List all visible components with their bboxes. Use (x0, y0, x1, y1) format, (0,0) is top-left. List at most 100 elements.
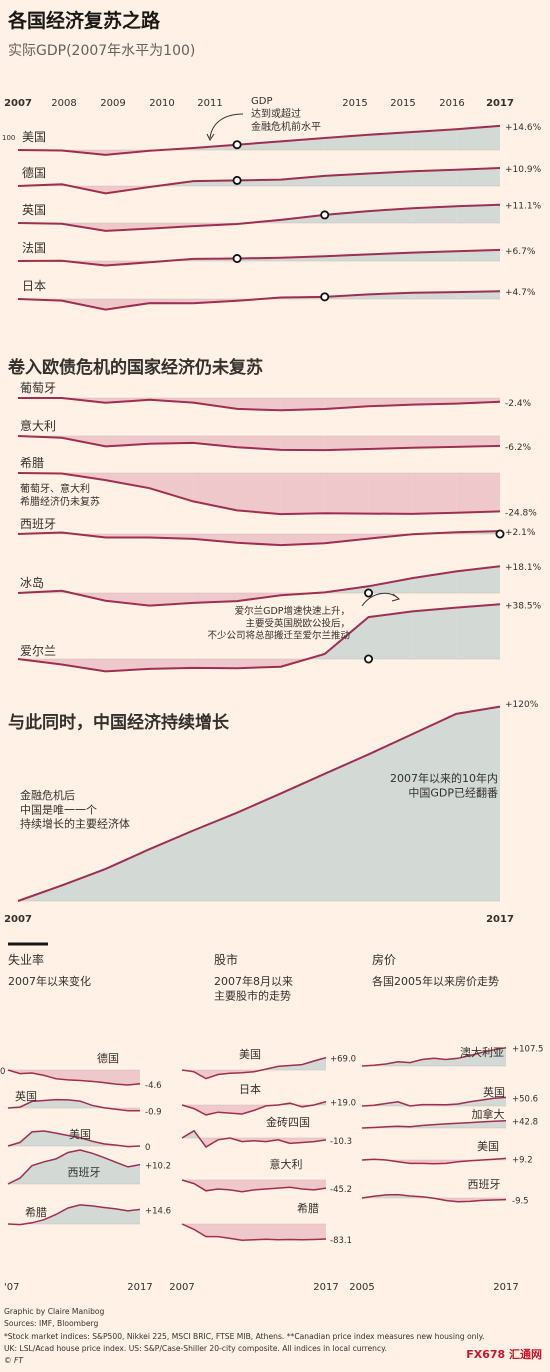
mini-end-label: +10.2 (145, 1162, 171, 1172)
x-tick-label: 2011 (197, 98, 222, 109)
end-label: +4.7% (505, 288, 536, 298)
mini-row-fill (128, 1209, 140, 1224)
x-tick-label: 2009 (100, 98, 125, 109)
mini-row-fill (128, 1070, 140, 1085)
mini-end-label: +9.2 (512, 1155, 533, 1165)
series-label: 西班牙 (20, 517, 56, 531)
mini-series-label: 德国 (97, 1051, 119, 1065)
euro-row-fill (280, 473, 325, 515)
recovery-marker (320, 210, 330, 220)
end-label: +6.7% (505, 247, 536, 257)
gdp-row-fill (237, 141, 281, 150)
series-label: 爱尔兰 (20, 643, 56, 658)
mini-row-fill (446, 1058, 458, 1066)
end-label: +38.5% (505, 601, 542, 611)
mini-row-fill (194, 1105, 206, 1115)
gdp-row-fill (412, 169, 457, 186)
mini-end-label: -45.2 (330, 1185, 352, 1195)
euro-row-fill (412, 473, 457, 514)
series-line (361, 1193, 507, 1203)
gdp-row-fill (324, 173, 369, 186)
sources-text: Sources: IMF, Bloomberg (4, 1319, 99, 1328)
mini-series-label: 金砖四国 (266, 1115, 310, 1129)
mini-row-fill (218, 1105, 230, 1114)
mini-row-fill (494, 1097, 506, 1106)
end-label: +10.9% (505, 165, 542, 175)
recovery-marker (232, 254, 242, 264)
mini-row-fill (290, 1224, 302, 1240)
euro-row-fill (193, 436, 238, 448)
mini-row-fill (92, 1205, 104, 1224)
euro-row-fill (61, 659, 106, 672)
series-line (7, 1204, 141, 1226)
euro-row-fill (324, 473, 369, 514)
series-line (361, 1119, 507, 1129)
gdp-row-fill (368, 208, 413, 223)
mini-row-fill (68, 1070, 80, 1081)
x-tick-label: 2008 (51, 98, 76, 109)
mini-row-fill (266, 1180, 278, 1189)
euro-row-fill (412, 436, 457, 448)
x-tick-label: 2015 (342, 98, 367, 109)
mini-row-fill (116, 1208, 128, 1224)
series-line (181, 1056, 327, 1080)
china-note-left: 金融危机后中国是唯一一个持续增长的主要经济体 (20, 788, 130, 831)
mini-row-fill (194, 1224, 206, 1237)
euro-row-fill (456, 566, 500, 593)
mini-row-fill (44, 1070, 56, 1079)
end-label: -6.2% (505, 443, 532, 453)
mini-row-fill (80, 1204, 92, 1224)
x-tick-label: 2007 (4, 914, 32, 925)
mini-row-fill (482, 1121, 494, 1128)
mini-row-fill (206, 1180, 218, 1191)
euro-row-fill (105, 473, 150, 489)
mini-row-fill (482, 1049, 494, 1066)
mini-row-fill (218, 1224, 230, 1239)
gdp-row-fill (456, 249, 500, 261)
x-tick-label: 2017 (313, 1282, 338, 1293)
series-line (7, 1130, 141, 1148)
mini-end-label: -83.1 (330, 1236, 352, 1246)
mini-row-fill (470, 1052, 482, 1066)
series-label: 日本 (22, 279, 46, 293)
mini-row-fill (302, 1224, 314, 1240)
gdp-row-fill (324, 134, 369, 150)
series-line (17, 530, 501, 547)
euro-row-fill (324, 534, 369, 544)
end-label: +11.1% (505, 202, 542, 212)
ireland-annotation: 爱尔兰GDP增速快速上升，主要受英国脱欧公投后，不少公司将总部搬迁至爱尔兰推动 (207, 605, 350, 642)
series-line (7, 1149, 141, 1185)
panel-subtitle: 2007年以来变化 (8, 974, 91, 988)
mini-row-fill (218, 1180, 230, 1190)
mini-row-fill (434, 1058, 446, 1066)
series-line (181, 1129, 327, 1148)
baseline-label: 100 (2, 134, 15, 142)
series-line (18, 397, 501, 412)
gdp-row-fill (412, 251, 457, 261)
mini-end-label: +107.5 (512, 1045, 543, 1055)
mini-row-fill (128, 1164, 140, 1184)
euro-row-fill (193, 593, 238, 603)
x-tick-label: 2017 (127, 1282, 152, 1293)
gdp-row-fill (456, 168, 500, 186)
mini-end-label: -0.9 (145, 1108, 162, 1118)
euro-row-fill (237, 436, 281, 450)
euro-row-fill (456, 436, 500, 447)
mini-end-label: +42.8 (512, 1118, 538, 1128)
mini-row-fill (302, 1061, 314, 1070)
series-line (17, 472, 501, 516)
euro-row-fill (149, 593, 194, 606)
mini-series-label: 美国 (69, 1128, 91, 1141)
series-label: 葡萄牙 (20, 381, 56, 395)
series-line (17, 565, 501, 607)
mini-row-fill (68, 1135, 80, 1146)
euro-row-fill (456, 604, 500, 659)
x-tick-label: 2017 (486, 98, 514, 109)
mini-row-fill (44, 1158, 56, 1184)
euro-row-fill (368, 611, 413, 659)
end-label: -2.4% (505, 399, 532, 409)
panel-title: 房价 (372, 952, 396, 967)
gdp-row-fill (280, 175, 325, 186)
panel-subtitle: 2007年8月以来主要股市的走势 (214, 974, 293, 1002)
euro-row-fill (193, 398, 238, 409)
